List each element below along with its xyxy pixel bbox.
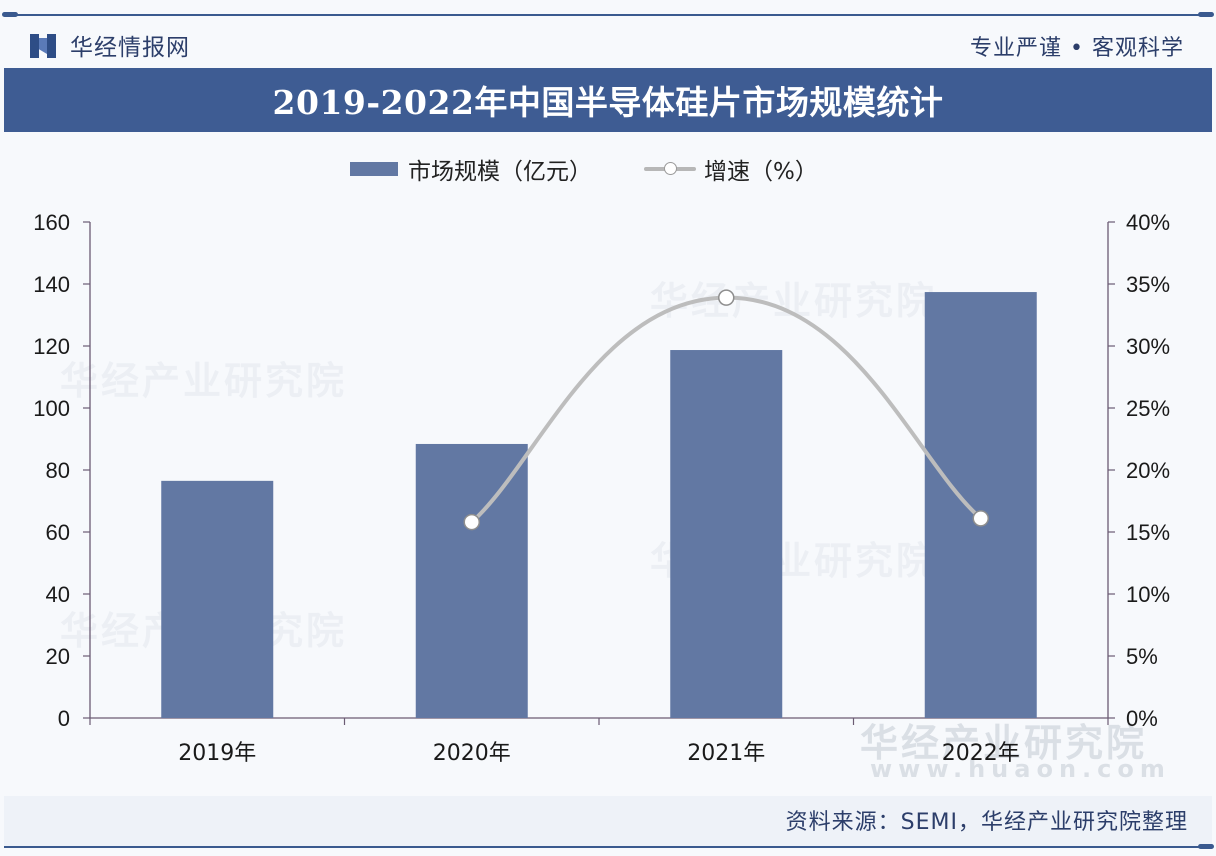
title-bar: 2019-2022年中国半导体硅片市场规模统计 [4, 68, 1212, 132]
y-left-tick-label: 120 [33, 334, 70, 359]
source-note: 资料来源：SEMI，华经产业研究院整理 [785, 810, 1188, 835]
legend-bar-label: 市场规模（亿元） [408, 159, 592, 185]
y-right-tick-label: 25% [1126, 396, 1170, 421]
y-left-tick-label: 60 [46, 520, 70, 545]
top-rule [4, 14, 1212, 16]
legend-line-label: 增速（%） [704, 159, 818, 185]
y-right-tick-label: 20% [1126, 458, 1170, 483]
legend: 市场规模（亿元） 增速（%） [350, 152, 818, 186]
slogan: 专业严谨 • 客观科学 [970, 36, 1184, 61]
top-rule-cap [2, 12, 18, 17]
y-left-tick-label: 140 [33, 272, 70, 297]
y-right-tick-label: 35% [1126, 272, 1170, 297]
x-tick-label: 2019年 [178, 741, 256, 766]
y-right-tick-label: 5% [1126, 644, 1158, 669]
y-left-tick-label: 40 [46, 582, 70, 607]
combo-chart: 0 20 40 60 80 100 120 140 160 0% 5% 10% 15% 20% 25% 30%… [33, 210, 1170, 766]
x-tick-label: 2020年 [433, 741, 511, 766]
y-right-tick-label: 10% [1126, 582, 1170, 607]
legend-line-swatch [644, 162, 696, 176]
legend-bar-swatch [350, 162, 398, 176]
x-tick-label: 2022年 [942, 741, 1020, 766]
bar-2022年 [924, 292, 1037, 718]
bottom-rule [4, 846, 1212, 848]
source-bar [4, 796, 1212, 846]
y-right-tick-label: 30% [1126, 334, 1170, 359]
brand: 华经情报网 [30, 28, 190, 62]
y-right-tick-label: 40% [1126, 210, 1170, 235]
y-right-tick-label: 0% [1126, 706, 1158, 731]
y-left-tick-label: 160 [33, 210, 70, 235]
bar-2019年 [161, 480, 274, 718]
growth-point-marker [972, 510, 989, 527]
y-left-tick-label: 100 [33, 396, 70, 421]
x-tick-label: 2021年 [687, 741, 765, 766]
growth-point-marker [463, 513, 480, 531]
growth-point-marker [718, 289, 735, 306]
brand-logo-icon [30, 32, 56, 58]
bar-2021年 [670, 350, 783, 718]
y-left-tick-label: 20 [46, 644, 70, 669]
bar-2020年 [415, 443, 528, 718]
y-left-tick-label: 0 [58, 706, 70, 731]
bottom-rule-cap [1198, 844, 1214, 849]
y-right-tick-label: 15% [1126, 520, 1170, 545]
top-rule-cap [1198, 12, 1214, 17]
brand-name: 华经情报网 [70, 35, 190, 61]
y-left-tick-label: 80 [46, 458, 70, 483]
chart-title: 2019-2022年中国半导体硅片市场规模统计 [272, 83, 944, 122]
